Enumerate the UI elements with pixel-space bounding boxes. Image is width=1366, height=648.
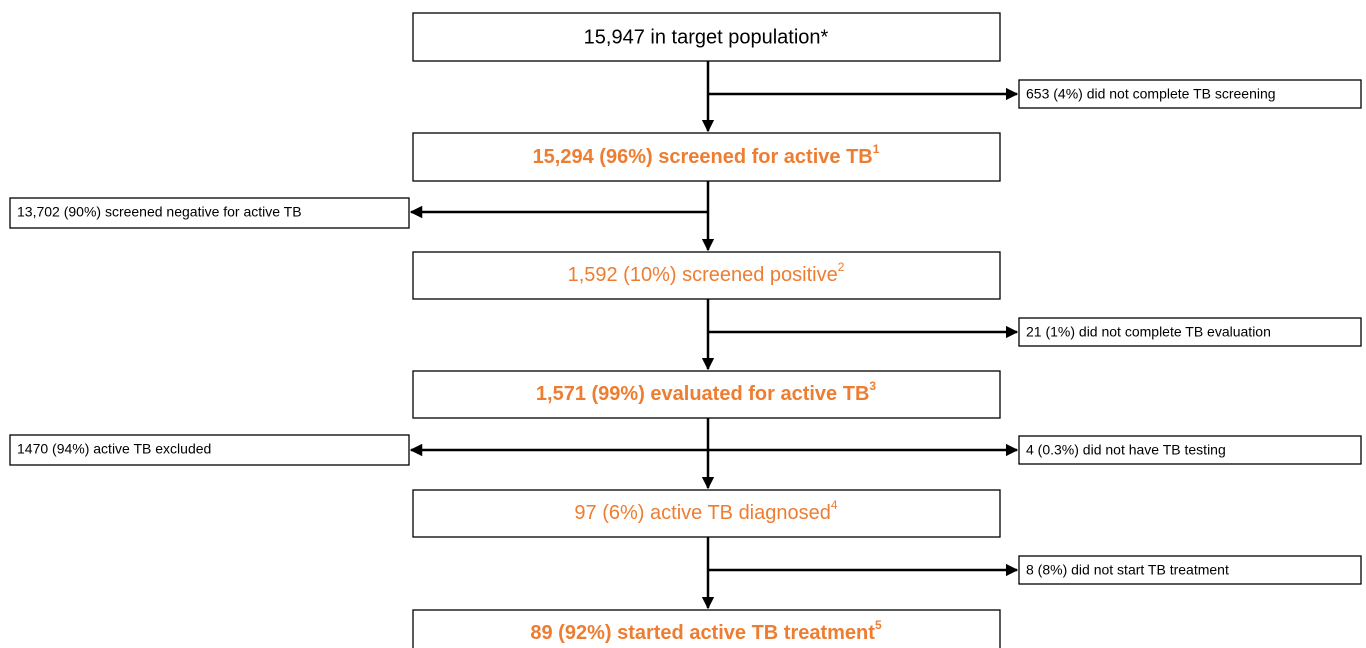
footnote-mark: 1	[873, 142, 880, 156]
box	[412, 12, 1001, 62]
exit-text: 1470 (94%) active TB excluded	[17, 441, 211, 457]
box-label: 97 (6%) active TB diagnosed	[574, 502, 830, 524]
box-text: 15,294 (96%) screened for active TB1	[533, 142, 880, 168]
exit-text: 21 (1%) did not complete TB evaluation	[1026, 324, 1271, 340]
box-text: 89 (92%) started active TB treatment5	[530, 618, 882, 644]
exit-box	[1018, 555, 1362, 585]
footnote-mark: 3	[869, 379, 876, 393]
exit-box	[9, 197, 410, 229]
box-label: 1,592 (10%) screened positive	[568, 264, 838, 286]
exit-box	[1018, 79, 1362, 109]
box-text: 97 (6%) active TB diagnosed4	[574, 498, 837, 524]
exit-text: 4 (0.3%) did not have TB testing	[1026, 442, 1226, 458]
exit-box	[1018, 435, 1362, 465]
footnote-mark: 5	[875, 618, 882, 632]
box-text: 15,947 in target population*	[584, 26, 829, 48]
box-label: 15,294 (96%) screened for active TB	[533, 146, 873, 168]
exit-box	[9, 434, 410, 466]
box	[412, 489, 1001, 538]
box-label: 89 (92%) started active TB treatment	[530, 622, 875, 644]
box-text: 1,592 (10%) screened positive2	[568, 260, 845, 286]
footnote-mark: 4	[831, 498, 838, 512]
box-label: 1,571 (99%) evaluated for active TB	[536, 383, 869, 405]
box	[412, 132, 1001, 182]
exit-text: 8 (8%) did not start TB treatment	[1026, 562, 1229, 578]
box	[412, 370, 1001, 419]
box	[412, 251, 1001, 300]
exit-box	[1018, 317, 1362, 347]
exit-text: 13,702 (90%) screened negative for activ…	[17, 204, 302, 220]
footnote-mark: 2	[838, 260, 845, 274]
box	[412, 609, 1001, 648]
box-text: 1,571 (99%) evaluated for active TB3	[536, 379, 876, 405]
exit-text: 653 (4%) did not complete TB screening	[1026, 86, 1276, 102]
